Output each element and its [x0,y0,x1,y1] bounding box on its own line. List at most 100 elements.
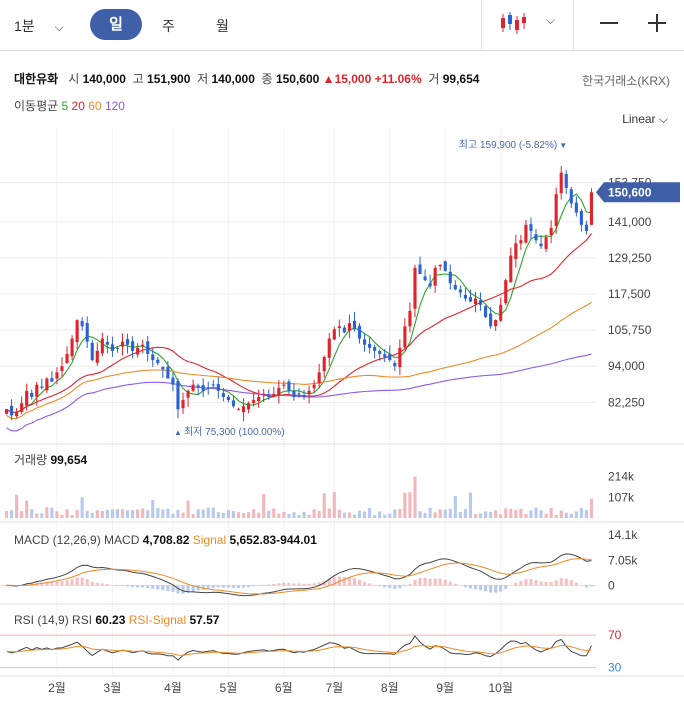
volume-bar [413,476,417,518]
macd-histogram-bar [524,579,528,586]
volume-bar [519,508,523,518]
macd-histogram-bar [120,585,125,587]
month-tick-label: 3월 [104,681,122,695]
candle-body [559,172,563,194]
volume-bar [267,510,271,518]
up-arrow-icon: ▲ [174,428,182,437]
candle-body [403,326,407,348]
volume-bar [262,494,266,518]
macd-tick-label: 7.05k [608,553,638,567]
volume-bar [287,513,291,518]
interval-dropdown[interactable]: 1분 ⌵ [14,18,64,34]
macd-histogram-bar [85,579,89,586]
volume-bar [60,514,64,518]
volume-bar [468,492,473,518]
candle-body [393,363,397,367]
price-tick-label: 105,750 [608,323,652,337]
volume-bar [484,511,488,518]
macd-histogram-bar [151,585,155,589]
candle-body [166,366,170,379]
minus-icon[interactable] [600,22,618,24]
candle-body [115,347,120,349]
candle-body [352,320,357,330]
candle-body [241,406,246,413]
tab-month[interactable]: 월 [216,18,229,34]
tab-day[interactable]: 일 [90,9,142,40]
macd-histogram-bar [226,585,230,588]
month-tick-label: 10월 [489,681,513,695]
chevron-down-icon[interactable]: ⌵ [546,13,556,27]
candle-body [418,264,422,275]
macd-histogram-bar [589,585,594,587]
moving-average-60-line [6,301,592,420]
volume-bar [221,512,225,518]
volume-bar [85,510,89,518]
volume-bar [216,512,220,518]
volume-bar [171,513,175,518]
candle-body [90,342,94,361]
volume-bar [201,509,205,518]
volume-bar [347,512,351,518]
candle-body [4,409,9,414]
volume-bar [458,511,462,518]
macd-histogram-bar [196,585,200,591]
volume-bar [504,508,508,518]
candle-body [453,284,457,290]
volume-bar [322,493,326,518]
candle-body [438,264,442,267]
macd-tick-label: 14.1k [608,528,638,542]
volume-bar [120,509,125,518]
macd-histogram-bar [302,583,306,586]
macd-histogram-bar [25,583,29,586]
volume-bar [105,509,109,518]
macd-histogram-bar [463,585,467,588]
volume-bar [186,500,190,518]
macd-histogram-bar [80,577,84,586]
candle-body [181,400,185,409]
candle-body [262,393,266,395]
macd-histogram-bar [201,585,205,590]
candle-body [368,343,372,348]
month-tick-label: 8월 [381,681,399,695]
volume-bar [211,507,215,518]
moving-average-legend[interactable]: 이동평균 5 20 60 120 [14,99,125,113]
scale-mode-dropdown[interactable]: Linear ⌵ [622,112,668,126]
volume-bar [20,511,24,518]
volume-bar [368,508,372,518]
candle-body [357,325,362,339]
volume-bar [196,509,200,518]
macd-histogram-bar [206,585,210,589]
volume-bar [176,509,180,518]
candle-body [40,386,44,388]
toolbar: 1분 ⌵ 일 주 월 ⌵ [0,0,684,51]
candle-body [398,347,402,368]
candle-body [206,387,210,389]
candle-body [171,377,175,385]
volume-bar [30,509,34,518]
macd-histogram-bar [347,577,351,586]
candlestick-icon[interactable] [500,11,526,35]
last-price-tag [596,182,680,203]
month-tick-label: 2월 [48,681,66,695]
volume-bar [352,514,357,518]
candle-body [473,298,478,305]
candle-body [317,372,321,384]
candle-body [30,393,34,397]
volume-bar [564,512,568,518]
candle-body [70,338,74,357]
volume-bar [317,510,321,518]
volume-bar [206,507,210,518]
candle-body [136,347,140,355]
candle-body [342,327,346,333]
candle-body [484,306,488,318]
volume-bar [473,513,478,518]
candle-body [247,403,251,410]
macd-histogram-bar [337,576,341,586]
volume-bar [398,509,402,518]
candle-body [60,366,64,372]
tab-week[interactable]: 주 [162,18,175,34]
rsi-tick-label: 70 [608,628,622,642]
macd-histogram-bar [70,579,74,586]
volume-bar [257,512,261,518]
